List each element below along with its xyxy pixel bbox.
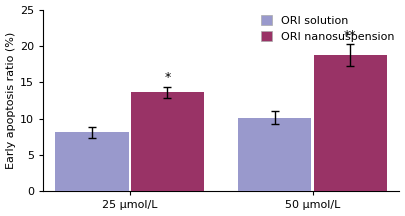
Bar (131, 92, 204, 191)
Text: **: ** (344, 29, 356, 41)
Text: *: * (164, 71, 171, 84)
Bar (238, 118, 311, 191)
Bar (314, 55, 387, 191)
Bar (55, 132, 129, 191)
Y-axis label: Early apoptosis ratio (%): Early apoptosis ratio (%) (6, 32, 15, 169)
Legend: ORI solution, ORI nanosuspension: ORI solution, ORI nanosuspension (257, 11, 397, 45)
